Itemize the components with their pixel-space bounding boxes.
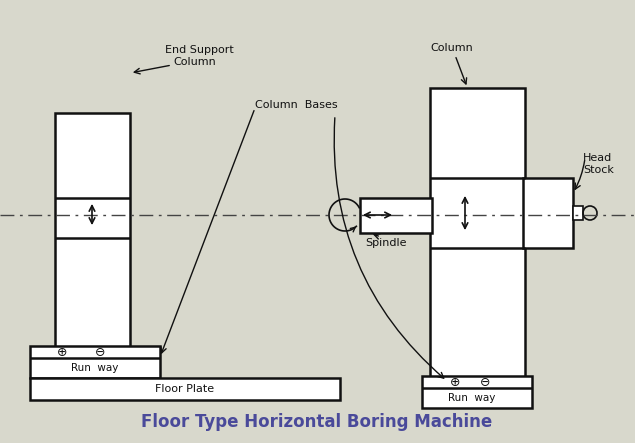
Bar — [360, 198, 432, 233]
Bar — [523, 178, 573, 248]
Text: $\ominus$: $\ominus$ — [479, 376, 491, 389]
Text: End Support: End Support — [165, 45, 234, 55]
Text: Spindle: Spindle — [365, 238, 407, 248]
Text: Run  way: Run way — [71, 363, 119, 373]
Text: Column  Bases: Column Bases — [255, 100, 338, 110]
Bar — [573, 206, 583, 220]
Bar — [30, 378, 340, 400]
Text: $\ominus$: $\ominus$ — [95, 346, 105, 360]
Text: Run  way: Run way — [448, 393, 496, 403]
Text: Head
Stock: Head Stock — [583, 153, 614, 175]
Bar — [430, 88, 525, 378]
Text: $\oplus$: $\oplus$ — [57, 346, 68, 360]
Bar — [422, 376, 532, 408]
Bar — [55, 113, 130, 348]
Text: Column: Column — [430, 43, 472, 53]
Text: Column: Column — [173, 57, 216, 67]
Text: $\oplus$: $\oplus$ — [450, 376, 460, 389]
Text: Floor Type Horizontal Boring Machine: Floor Type Horizontal Boring Machine — [142, 413, 493, 431]
Text: Floor Plate: Floor Plate — [156, 384, 215, 394]
Bar — [30, 346, 160, 378]
